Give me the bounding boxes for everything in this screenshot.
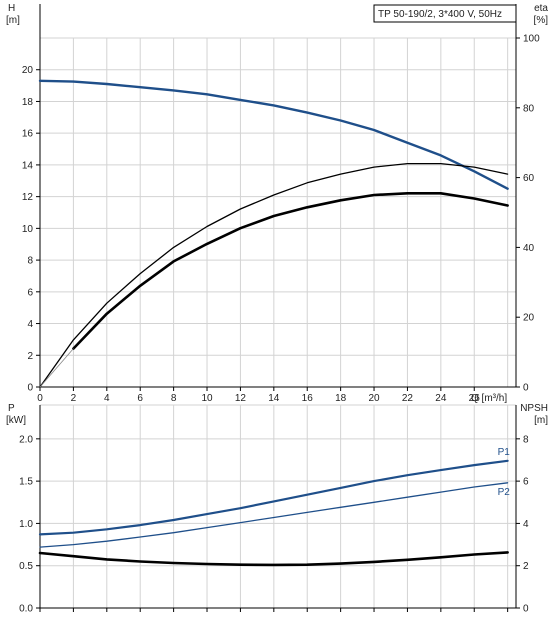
left-tick-label: 0.0 (19, 604, 33, 615)
left-tick-label: 2 (27, 351, 33, 362)
chart-labels: TP 50-190/2, 3*400 V, 50Hz (373, 4, 517, 23)
top-panel-series (38, 79, 509, 388)
left-tick-label: 1.0 (19, 519, 33, 530)
x-tick-label: 26 (469, 393, 481, 404)
right-tick-label: 0 (523, 383, 529, 394)
x-tick-label: 0 (37, 393, 43, 404)
left-axis-title: P (8, 403, 15, 414)
right-tick-label: 4 (523, 519, 529, 530)
bottom-panel-series: P1 P2 (38, 447, 511, 567)
left-tick-label: 18 (22, 97, 34, 108)
head-curve (38, 79, 509, 190)
right-axis-title: eta (534, 3, 548, 14)
left-tick-label: 8 (27, 256, 33, 267)
right-tick-label: 8 (523, 434, 529, 445)
p1-label: P1 (498, 447, 511, 458)
x-tick-label: 16 (302, 393, 314, 404)
right-tick-label: 2 (523, 561, 529, 572)
left-tick-label: 20 (22, 65, 34, 76)
left-tick-label: 4 (27, 319, 33, 330)
x-tick-label: 2 (71, 393, 77, 404)
p1-curve (38, 459, 509, 536)
left-axis-unit: [kW] (6, 415, 26, 426)
x-tick-label: 8 (171, 393, 177, 404)
x-tick-label: 18 (335, 393, 347, 404)
left-tick-label: 14 (22, 160, 34, 171)
right-axis-title: NPSH (520, 403, 548, 414)
right-tick-label: 6 (523, 477, 529, 488)
x-tick-label: 22 (402, 393, 414, 404)
x-tick-label: 24 (435, 393, 447, 404)
right-tick-label: 80 (523, 103, 535, 114)
x-tick-label: 12 (235, 393, 247, 404)
left-axis-title: H (8, 3, 15, 14)
right-tick-label: 20 (523, 313, 535, 324)
left-tick-label: 0 (27, 383, 33, 394)
left-tick-label: 10 (22, 224, 34, 235)
bottom-panel-axes: 0.0 0.5 1.0 1.5 2.0 0 2 4 6 8 P[kW] NPSH[m] (6, 403, 548, 615)
x-tick-label: 14 (268, 393, 280, 404)
chart-title: TP 50-190/2, 3*400 V, 50Hz (378, 9, 502, 20)
right-tick-label: 60 (523, 173, 535, 184)
title-box (373, 4, 517, 23)
left-tick-label: 0.5 (19, 561, 33, 572)
x-tick-label: 6 (137, 393, 143, 404)
x-tick-label: 4 (104, 393, 110, 404)
top-panel-grid (39, 37, 517, 387)
npsh-curve (38, 551, 509, 567)
efficiency-curve-lower (72, 192, 509, 350)
right-tick-label: 100 (523, 34, 540, 45)
efficiency-curve-upper (39, 162, 509, 388)
p2-label: P2 (498, 487, 511, 498)
bottom-panel-grid (39, 404, 517, 608)
p2-curve (39, 482, 509, 548)
left-tick-label: 6 (27, 287, 33, 298)
efficiency-start-segment (39, 348, 74, 388)
x-axis-title: Q [m³/h] (471, 393, 507, 404)
x-tick-label: 20 (368, 393, 380, 404)
top-panel-axes: 02468101214161820020406080100H[m]eta[%]0… (6, 3, 548, 404)
left-tick-label: 16 (22, 129, 34, 140)
right-tick-label: 0 (523, 604, 529, 615)
left-axis-unit: [m] (6, 15, 20, 26)
left-tick-label: 12 (22, 192, 34, 203)
right-axis-unit: [%] (534, 15, 549, 26)
right-tick-label: 40 (523, 243, 535, 254)
left-tick-label: 1.5 (19, 477, 33, 488)
right-axis-unit: [m] (534, 415, 548, 426)
x-tick-label: 10 (201, 393, 213, 404)
left-tick-label: 2.0 (19, 434, 33, 445)
